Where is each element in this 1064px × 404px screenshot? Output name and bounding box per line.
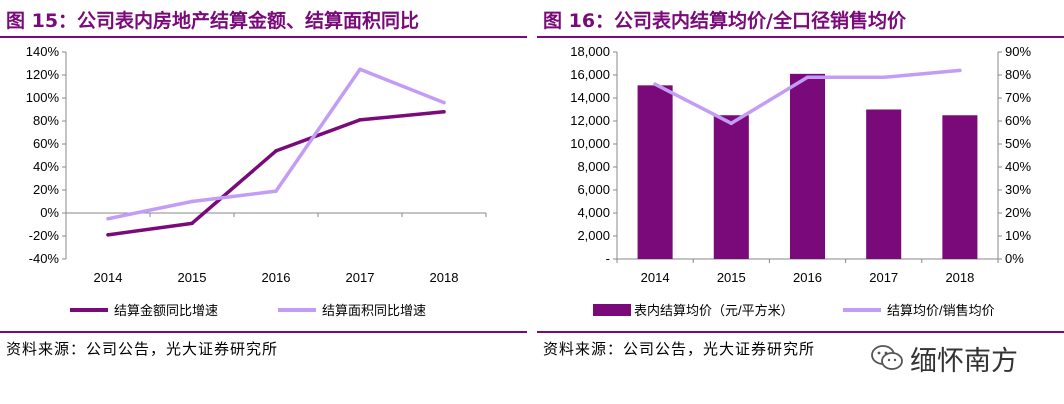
data-point [358, 118, 362, 122]
x-tick-label: 2017 [869, 270, 898, 285]
y-tick-label: 10,000 [570, 136, 610, 151]
y-tick-label: 140% [26, 44, 60, 59]
data-point [805, 75, 810, 80]
y2-tick-label: 20% [1005, 205, 1031, 220]
legend-label: 结算面积同比增速 [322, 303, 426, 318]
y-tick-label: -40% [29, 251, 60, 266]
y2-tick-label: 50% [1005, 136, 1031, 151]
bar [866, 109, 902, 259]
y-tick-label: 40% [33, 159, 59, 174]
y2-tick-label: 90% [1005, 44, 1031, 59]
x-tick-label: 2015 [717, 270, 746, 285]
y-tick-label: 80% [33, 113, 59, 128]
y-tick-label: 2,000 [577, 228, 610, 243]
y-tick-label: 120% [26, 67, 60, 82]
y2-tick-label: 0% [1005, 251, 1024, 266]
x-tick-label: 2018 [945, 270, 974, 285]
data-point [190, 199, 194, 204]
watermark-text: 缅怀南方 [910, 345, 1018, 377]
series-line-1 [107, 110, 445, 237]
price-bar-line-chart: - 2,000 4,000 6,000 8,000 10,000 12,000 14,000 1… [570, 44, 1031, 318]
watermark: 缅怀南方 [870, 338, 1060, 378]
growth-line-chart: -40% -20% 0% 20% 40% 60% 80% 100% 120% 140% 2014 20… [26, 44, 487, 318]
bar [637, 85, 673, 259]
y2-tick-label: 80% [1005, 67, 1031, 82]
y-tick-label: 14,000 [570, 90, 610, 105]
x-tick-label: 2015 [178, 270, 207, 285]
y-tick-label: 12,000 [570, 113, 610, 128]
data-point [106, 233, 110, 237]
series-line-2 [107, 67, 445, 221]
bar [942, 115, 978, 259]
x-tick-label: 2018 [430, 270, 459, 285]
source-rule [0, 331, 527, 333]
x-tick-label: 2016 [793, 270, 822, 285]
legend-label: 结算均价/销售均价 [887, 303, 995, 318]
bar [713, 115, 749, 259]
data-point [729, 121, 734, 126]
y2-tick-label: 30% [1005, 182, 1031, 197]
data-point [274, 189, 278, 193]
y-tick-label: 0% [40, 205, 59, 220]
title-rule [537, 36, 1064, 38]
y2-tick-label: 70% [1005, 90, 1031, 105]
figure-title: 图 16：公司表内结算均价/全口径销售均价 [543, 10, 906, 32]
bar [789, 73, 826, 259]
left-figure-panel: 图 15：公司表内房地产结算金额、结算面积同比 -40% -20% 0% 20% 40%… [0, 0, 527, 404]
x-tick-label: 2014 [94, 270, 123, 285]
y-tick-label: - [606, 251, 610, 266]
y-tick-label: 16,000 [570, 67, 610, 82]
y-tick-label: 60% [33, 136, 59, 151]
data-point [881, 75, 886, 80]
source-note: 资料来源：公司公告，光大证券研究所 [543, 340, 816, 358]
figure-title: 图 15：公司表内房地产结算金额、结算面积同比 [6, 10, 420, 32]
x-tick-label: 2017 [346, 270, 375, 285]
y-tick-label: -20% [29, 228, 60, 243]
data-point [358, 67, 362, 72]
legend-swatch [593, 304, 631, 316]
data-point [442, 100, 446, 105]
right-figure-panel: 图 16：公司表内结算均价/全口径销售均价 - 2,000 4,000 6,000 8,… [537, 0, 1064, 404]
data-point [106, 216, 110, 221]
y-tick-label: 8,000 [577, 159, 610, 174]
data-point [442, 110, 446, 114]
legend-label: 表内结算均价（元/平方米） [634, 303, 794, 318]
legend-label: 结算金额同比增速 [114, 303, 218, 318]
y-tick-label: 4,000 [577, 205, 610, 220]
y2-tick-label: 10% [1005, 228, 1031, 243]
source-rule [537, 331, 1064, 333]
data-point [653, 82, 657, 86]
title-rule [0, 36, 527, 38]
data-point [190, 221, 194, 226]
x-tick-label: 2016 [262, 270, 291, 285]
data-point [958, 68, 962, 73]
wechat-icon [871, 345, 903, 370]
y-tick-label: 6,000 [577, 182, 610, 197]
y-tick-label: 100% [26, 90, 60, 105]
source-note: 资料来源：公司公告，光大证券研究所 [6, 340, 279, 358]
y-tick-label: 18,000 [570, 44, 610, 59]
y-tick-label: 20% [33, 182, 59, 197]
x-tick-label: 2014 [641, 270, 670, 285]
y2-tick-label: 40% [1005, 159, 1031, 174]
y2-tick-label: 60% [1005, 113, 1031, 128]
data-point [274, 149, 278, 153]
